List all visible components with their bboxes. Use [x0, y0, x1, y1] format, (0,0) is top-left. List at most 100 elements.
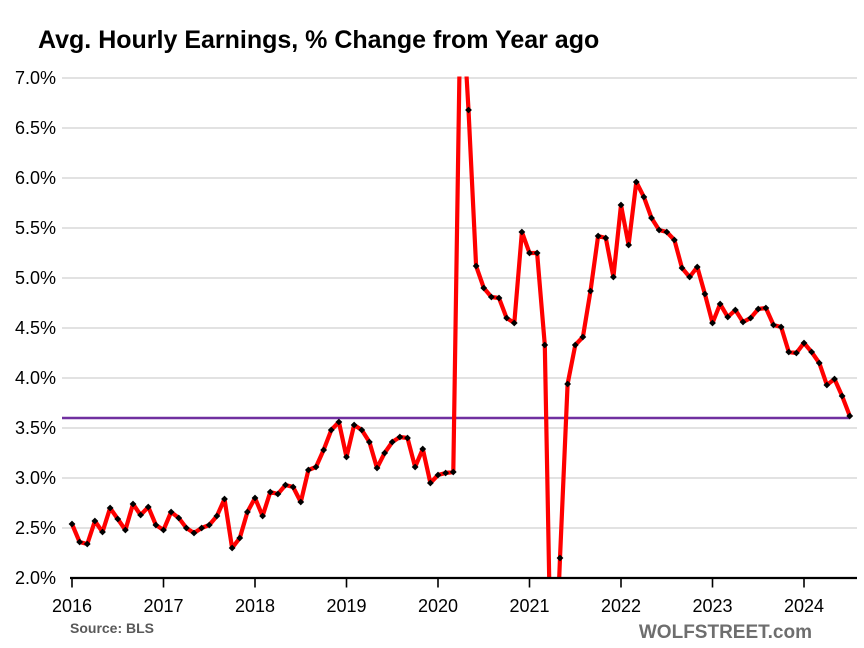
series-marker [602, 234, 610, 242]
series-marker [182, 524, 190, 532]
series-marker [228, 544, 236, 552]
series-marker [579, 333, 587, 341]
series-marker [289, 483, 297, 491]
y-tick-label: 3.0% [15, 468, 56, 488]
series-marker [747, 314, 755, 322]
x-tick-label: 2021 [509, 596, 549, 616]
series-marker [144, 503, 152, 511]
x-tick-label: 2017 [143, 596, 183, 616]
x-tick-label: 2018 [235, 596, 275, 616]
series-marker [510, 319, 518, 327]
series-marker [190, 529, 198, 537]
series-marker [495, 294, 503, 302]
y-axis-labels: 7.0% 6.5% 6.0% 5.5% 5.0% 4.5% 4.0% 3.5% 3.0% 2.5%… [15, 68, 56, 588]
series-marker [800, 339, 808, 347]
series-marker [609, 273, 617, 281]
series-marker [251, 494, 259, 502]
x-tick-label: 2023 [692, 596, 732, 616]
series-marker [838, 392, 846, 400]
series-marker [388, 438, 396, 446]
series-marker [731, 306, 739, 314]
x-tick-label: 2019 [326, 596, 366, 616]
series-marker [213, 512, 221, 520]
series-marker [754, 305, 762, 313]
series-marker [335, 418, 343, 426]
series-marker [312, 463, 320, 471]
series-marker [175, 514, 183, 522]
series-marker [640, 193, 648, 201]
y-tick-label: 3.5% [15, 418, 56, 438]
series-marker [777, 323, 785, 331]
series-group [69, 76, 852, 579]
series-marker [594, 232, 602, 240]
x-tick-label: 2024 [784, 596, 824, 616]
x-tick-label: 2020 [418, 596, 458, 616]
y-tick-label: 5.5% [15, 218, 56, 238]
series-marker [518, 228, 526, 236]
series-markers [68, 106, 854, 562]
series-marker [198, 524, 206, 532]
source-note: Source: BLS [70, 620, 155, 636]
series-marker [167, 508, 175, 516]
series-marker [701, 290, 709, 298]
series-marker [114, 515, 122, 523]
series-marker [480, 284, 488, 292]
y-tick-label: 4.5% [15, 318, 56, 338]
series-marker [304, 466, 312, 474]
series-marker [632, 178, 640, 186]
series-marker [472, 262, 480, 270]
series-marker [815, 359, 823, 367]
x-tick-label: 2016 [52, 596, 92, 616]
series-marker [205, 521, 213, 529]
gridlines [62, 77, 857, 529]
series-marker [541, 341, 549, 349]
series-marker [426, 479, 434, 487]
series-marker [487, 293, 495, 301]
series-marker [76, 538, 84, 546]
series-marker [381, 449, 389, 457]
series-marker [648, 214, 655, 222]
y-tick-label: 6.5% [15, 118, 56, 138]
series-marker [686, 273, 694, 281]
series-marker [343, 453, 350, 461]
series-marker [396, 433, 404, 441]
series-marker [449, 468, 457, 476]
series-marker [846, 412, 854, 420]
chart-title: Avg. Hourly Earnings, % Change from Year… [38, 26, 600, 54]
series-marker [831, 375, 838, 383]
series-marker [716, 300, 724, 308]
y-tick-label: 6.0% [15, 168, 56, 188]
series-marker [670, 236, 678, 244]
x-axis-labels: 2016 2017 2018 2019 2020 2021 2022 2023 2024 [52, 596, 824, 616]
x-axis-ticks [71, 578, 805, 588]
series-marker [465, 106, 472, 114]
series-marker [678, 264, 686, 272]
series-marker [785, 348, 793, 356]
series-marker [282, 481, 289, 489]
series-marker [617, 201, 625, 209]
series-marker [411, 463, 419, 471]
series-marker [442, 469, 450, 477]
series-marker [243, 508, 251, 516]
series-marker [259, 512, 267, 520]
y-tick-label: 2.5% [15, 518, 56, 538]
series-marker [434, 471, 442, 479]
series-marker [724, 313, 732, 321]
x-tick-label: 2022 [601, 596, 641, 616]
series-marker [808, 348, 816, 356]
series-marker [99, 528, 106, 536]
series-marker [404, 434, 411, 442]
series-marker [709, 319, 716, 327]
series-marker [792, 349, 800, 357]
series-marker [762, 304, 770, 312]
series-marker [693, 263, 701, 271]
series-marker [320, 446, 328, 454]
series-marker [503, 314, 511, 322]
series-marker [106, 504, 114, 512]
series-marker [350, 421, 358, 429]
series-marker [564, 380, 572, 388]
series-marker [526, 249, 533, 257]
series-marker [556, 554, 564, 562]
